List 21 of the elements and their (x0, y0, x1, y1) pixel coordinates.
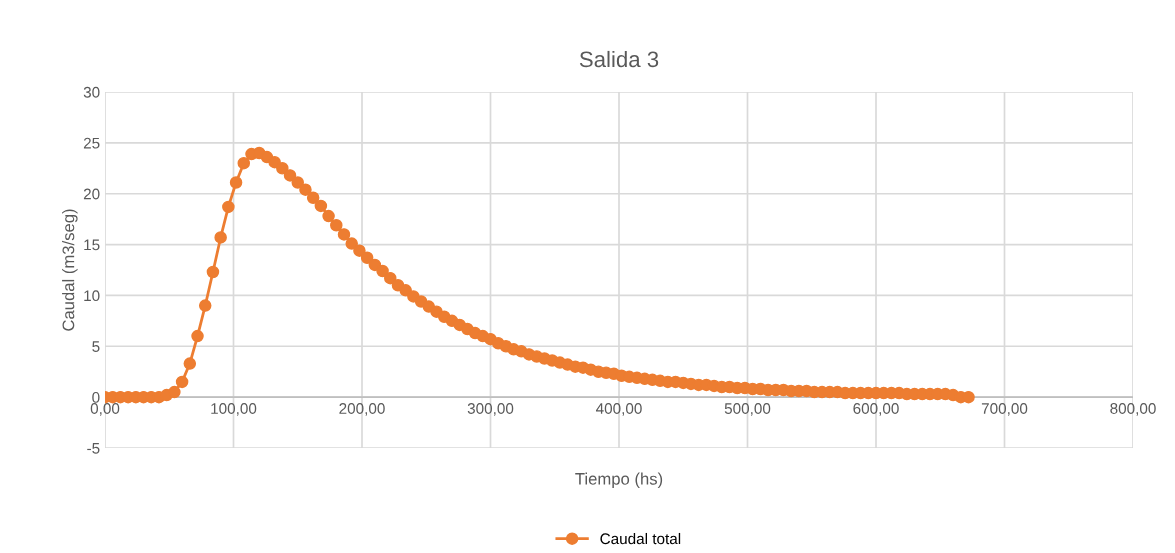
y-tick-label: 20 (83, 188, 100, 200)
x-tick-label: 600,00 (853, 403, 899, 416)
x-tick-label: 200,00 (339, 403, 385, 416)
y-tick-label: 30 (83, 86, 100, 98)
x-tick-label: 700,00 (981, 403, 1028, 416)
y-axis-title: Caudal (m3/seg) (62, 209, 78, 331)
x-tick-label: 100,00 (211, 403, 257, 416)
y-tick-label: -5 (87, 443, 100, 454)
y-tick-label: 25 (83, 137, 100, 149)
x-axis-title: Tiempo (hs) (575, 472, 663, 489)
x-tick-label: 0,00 (90, 403, 120, 416)
y-tick-label: 0 (92, 392, 100, 403)
y-tick-label: 15 (84, 239, 100, 251)
y-tick-label: 5 (92, 341, 100, 352)
x-tick-label: 300,00 (467, 403, 514, 416)
legend-label: Caudal total (600, 532, 681, 545)
x-tick-label: 500,00 (724, 403, 771, 416)
x-tick-label: 800,00 (1110, 403, 1156, 416)
x-tick-label: 400,00 (595, 403, 642, 416)
chart-title: Salida 3 (579, 50, 659, 68)
y-tick-label: 10 (84, 290, 100, 302)
